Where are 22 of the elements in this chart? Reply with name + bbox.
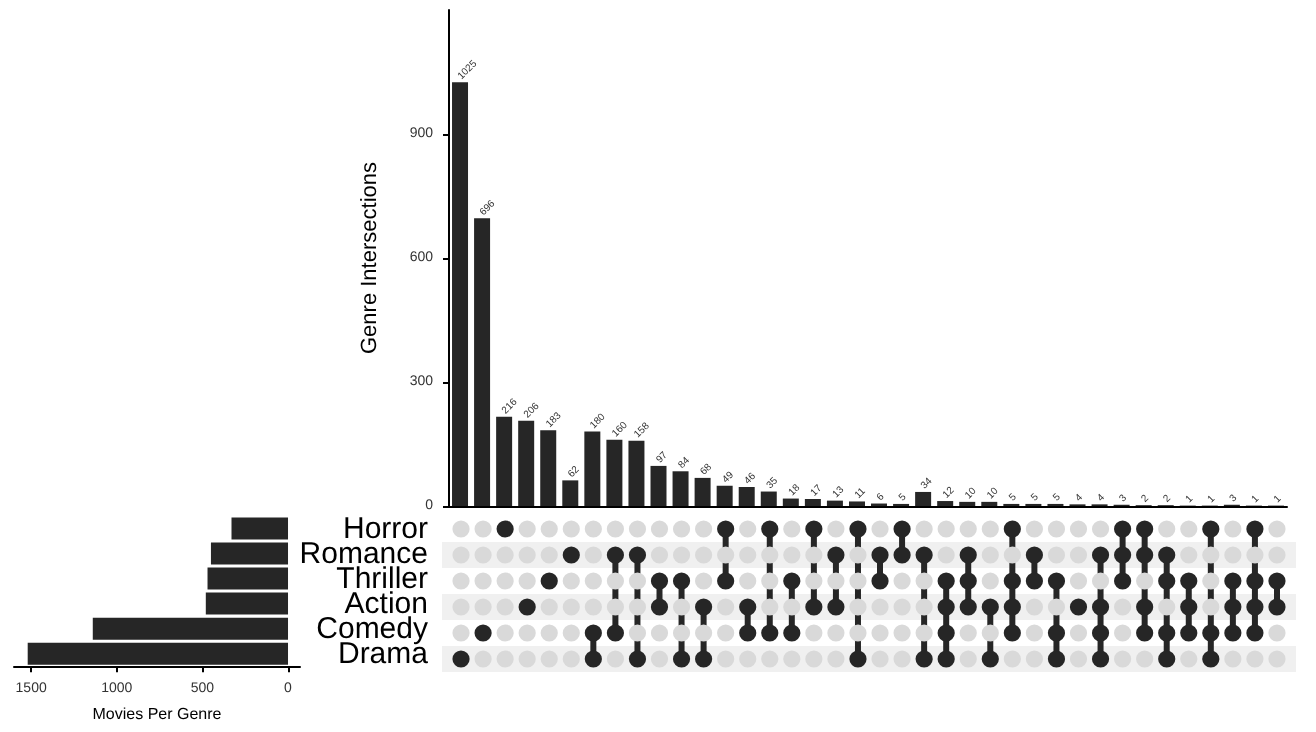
bar	[628, 440, 645, 506]
y-axis-title: Genre Intersections	[358, 161, 382, 354]
bar	[474, 218, 491, 506]
bar	[606, 439, 623, 506]
bar	[452, 82, 469, 506]
bar	[804, 498, 821, 506]
bar	[782, 498, 799, 506]
bar	[650, 465, 667, 506]
bar	[562, 480, 579, 506]
bar	[694, 477, 711, 506]
bar	[540, 430, 557, 506]
bar	[760, 491, 777, 506]
x-axis-title: Movies Per Genre	[92, 705, 223, 723]
bar	[738, 486, 755, 506]
bar	[496, 416, 513, 506]
y-tick-label: Horror	[342, 511, 428, 546]
bar	[672, 471, 689, 506]
bar	[716, 485, 733, 506]
bar	[584, 431, 601, 506]
bar	[826, 500, 843, 506]
bar	[915, 491, 932, 506]
bar	[518, 420, 535, 506]
